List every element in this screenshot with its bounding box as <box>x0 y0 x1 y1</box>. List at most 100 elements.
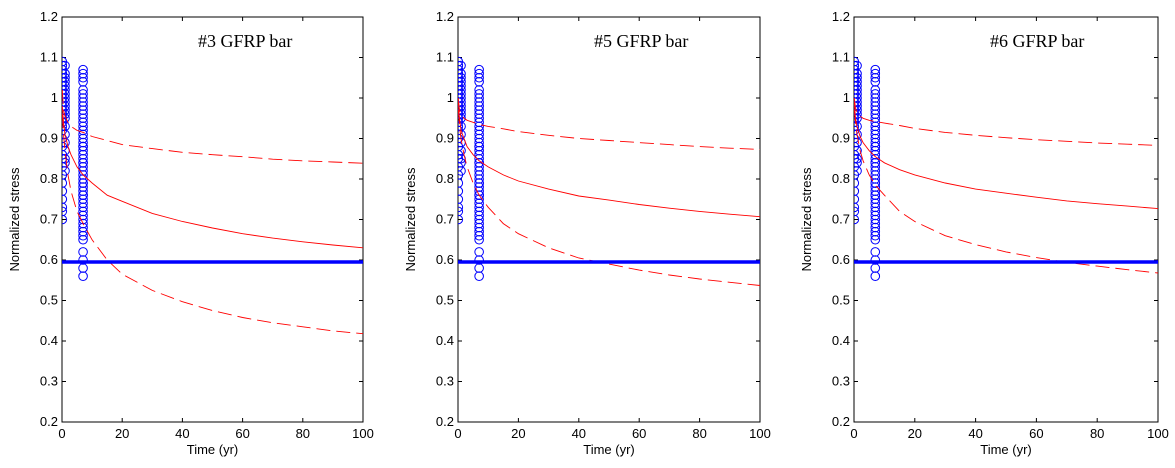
x-axis-label: Time (yr) <box>187 442 239 457</box>
data-point <box>870 234 881 245</box>
data-point <box>474 234 484 245</box>
bound-curve <box>62 114 363 335</box>
data-point <box>870 271 881 282</box>
data-point <box>474 271 484 282</box>
data-point <box>78 117 88 128</box>
data-point <box>854 153 862 164</box>
data-point <box>78 234 88 245</box>
y-tick-label: 0.9 <box>436 131 454 146</box>
y-tick-label: 0.9 <box>40 131 58 146</box>
x-tick-label: 100 <box>749 426 771 441</box>
data-point <box>458 60 466 71</box>
x-tick-label: 20 <box>908 426 922 441</box>
data-point <box>474 141 484 152</box>
y-tick-label: 0.7 <box>832 212 850 227</box>
plot-area <box>61 16 364 423</box>
data-point <box>62 158 70 168</box>
y-tick-label: 0.4 <box>436 333 454 348</box>
x-axis-label: Time (yr) <box>980 442 1032 457</box>
data-layer <box>458 56 760 286</box>
y-tick-label: 0.9 <box>832 131 850 146</box>
y-tick-label: 0.2 <box>436 414 454 429</box>
data-point <box>854 166 862 176</box>
data-point <box>474 230 484 241</box>
data-point <box>458 166 466 176</box>
x-tick-label: 0 <box>454 426 461 441</box>
x-tick-label: 80 <box>1090 426 1104 441</box>
y-tick-label: 0.8 <box>40 171 58 186</box>
data-point <box>78 182 88 192</box>
data-point <box>474 202 484 213</box>
x-tick-label: 20 <box>511 426 525 441</box>
x-tick-label: 80 <box>296 426 310 441</box>
data-point <box>854 202 860 213</box>
data-point <box>854 178 860 188</box>
y-tick-label: 1.2 <box>832 9 850 24</box>
data-point <box>870 230 881 241</box>
x-tick-label: 20 <box>115 426 129 441</box>
y-tick-label: 0.4 <box>40 333 58 348</box>
y-tick-label: 0.6 <box>832 252 850 267</box>
y-tick-label: 1.1 <box>436 50 454 65</box>
data-point <box>474 182 484 192</box>
data-point <box>78 158 88 168</box>
y-tick-label: 0.3 <box>832 374 850 389</box>
data-point <box>78 137 88 148</box>
data-layer <box>854 56 1158 282</box>
data-point <box>474 158 484 168</box>
data-point <box>870 182 881 192</box>
data-point <box>474 222 484 233</box>
y-tick-label: 0.3 <box>40 374 58 389</box>
plot-area <box>457 16 761 423</box>
x-axis-label: Time (yr) <box>583 442 635 457</box>
x-tick-label: 0 <box>58 426 65 441</box>
y-tick-label: 0.5 <box>40 293 58 308</box>
data-point <box>854 214 860 225</box>
plot-area <box>853 16 1159 423</box>
data-point <box>870 158 881 168</box>
chart-title: #3 GFRP bar <box>198 31 292 51</box>
y-tick-label: 1 <box>843 90 850 105</box>
y-tick-label: 1.2 <box>436 9 454 24</box>
x-tick-label: 60 <box>632 426 646 441</box>
data-point <box>78 218 88 229</box>
chart-panel-3: 0.2 0.3 0.4 0.5 0.6 0.7 0.8 0.9 1 1.1 1.2 0 20 40 60 80… <box>799 9 1169 457</box>
data-point <box>62 178 68 188</box>
data-point <box>458 158 466 168</box>
y-tick-label: 0.8 <box>832 171 850 186</box>
data-point <box>474 137 484 148</box>
data-point <box>78 190 88 200</box>
x-tick-label: 100 <box>352 426 374 441</box>
data-point <box>458 178 464 188</box>
data-point <box>854 60 862 71</box>
bound-curve <box>62 89 363 164</box>
data-point <box>78 230 88 241</box>
chart-panel-1: 0.2 0.3 0.4 0.5 0.6 0.7 0.8 0.9 1 1.1 1.2 0 20 40 60 80… <box>7 9 374 457</box>
data-point <box>870 190 881 200</box>
y-tick-label: 1.2 <box>40 9 58 24</box>
y-tick-label: 0.2 <box>40 414 58 429</box>
data-point <box>474 218 484 229</box>
data-point <box>854 137 862 148</box>
data-point <box>78 271 88 282</box>
x-tick-label: 60 <box>235 426 249 441</box>
data-point <box>474 263 484 273</box>
data-point <box>870 263 881 273</box>
y-tick-label: 0.6 <box>40 252 58 267</box>
chart-panel-2: 0.2 0.3 0.4 0.5 0.6 0.7 0.8 0.9 1 1.1 1.2 0 20 40 60 80… <box>403 9 771 457</box>
data-point <box>78 178 88 188</box>
data-point <box>62 202 68 213</box>
y-tick-label: 0.5 <box>436 293 454 308</box>
data-point <box>870 162 881 172</box>
y-axis-label: Normalized stress <box>799 167 814 272</box>
data-point <box>870 141 881 152</box>
data-point <box>474 190 484 200</box>
x-tick-label: 100 <box>1147 426 1169 441</box>
x-tick-label: 40 <box>968 426 982 441</box>
data-point <box>870 222 881 233</box>
bound-curve <box>458 97 760 150</box>
y-tick-label: 0.4 <box>832 333 850 348</box>
data-point <box>78 72 88 83</box>
y-tick-label: 1.1 <box>832 50 850 65</box>
data-point <box>78 263 88 273</box>
